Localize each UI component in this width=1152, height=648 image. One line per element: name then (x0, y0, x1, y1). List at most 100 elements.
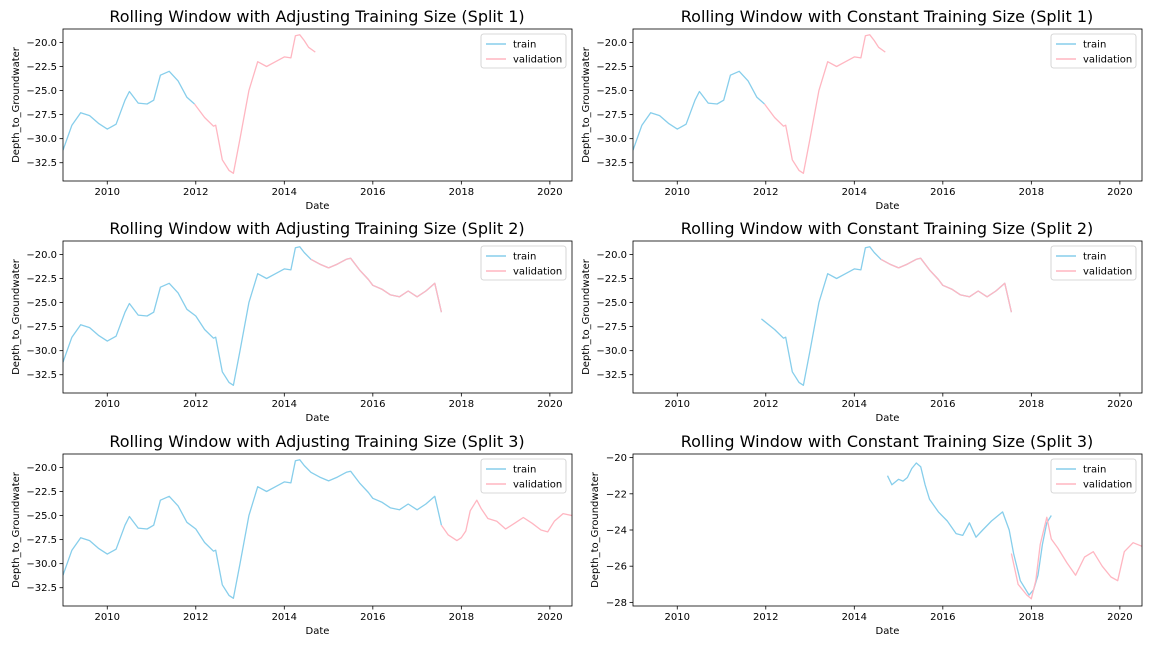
y-tick-label: −30.0 (26, 559, 57, 570)
legend-label-validation: validation (1083, 55, 1132, 66)
x-tick-label: 2020 (537, 612, 562, 623)
x-tick-label: 2012 (753, 399, 778, 410)
y-tick-label: −30.0 (26, 134, 57, 145)
y-tick-label: −30.0 (596, 134, 627, 145)
x-tick-label: 2012 (183, 187, 208, 198)
x-tick-label: 2014 (272, 612, 297, 623)
y-axis-label: Depth_to_Groundwater (11, 258, 22, 375)
x-tick-label: 2010 (95, 399, 120, 410)
y-tick-label: −27.5 (596, 110, 627, 121)
y-tick-label: −32.5 (26, 583, 57, 594)
x-tick-label: 2012 (753, 187, 778, 198)
x-tick-label: 2012 (183, 399, 208, 410)
subplot-5: Rolling Window with Adjusting Training S… (11, 432, 573, 637)
y-axis-label: Depth_to_Groundwater (581, 46, 592, 163)
x-tick-label: 2016 (360, 187, 385, 198)
x-tick-label: 2014 (272, 399, 297, 410)
legend-label-train: train (513, 40, 536, 51)
y-axis-label: Depth_to_Groundwater (581, 258, 592, 375)
axes-frame (62, 28, 573, 182)
legend: train validation (480, 33, 567, 69)
y-axis-label: Depth_to_Groundwater (11, 471, 22, 588)
x-tick-label: 2016 (930, 612, 955, 623)
y-tick-label: −20 (606, 453, 627, 464)
y-tick-label: −22.5 (596, 274, 627, 285)
y-tick-label: −25.0 (26, 298, 57, 309)
validation-series-line (440, 499, 572, 542)
x-tick-label: 2018 (449, 187, 474, 198)
x-tick-label: 2018 (449, 399, 474, 410)
legend: train validation (480, 245, 567, 281)
y-tick-label: −30.0 (26, 346, 57, 357)
y-tick-label: −25.0 (26, 86, 57, 97)
x-tick-label: 2018 (449, 612, 474, 623)
x-tick-label: 2020 (1107, 399, 1132, 410)
subplot-3: Rolling Window with Adjusting Training S… (11, 219, 573, 424)
train-series-line (63, 459, 443, 599)
x-tick-label: 2010 (665, 187, 690, 198)
y-tick-label: −20.0 (596, 250, 627, 261)
x-tick-label: 2018 (1019, 399, 1044, 410)
legend: train validation (1050, 245, 1137, 281)
x-tick-label: 2018 (1019, 612, 1044, 623)
subplot-2: Rolling Window with Constant Training Si… (581, 7, 1143, 212)
legend-label-validation: validation (513, 55, 562, 66)
legend: train validation (1050, 33, 1137, 69)
x-tick-label: 2010 (95, 612, 120, 623)
train-series-line (63, 70, 195, 151)
y-tick-label: −28 (606, 598, 627, 609)
x-tick-label: 2010 (665, 399, 690, 410)
validation-series-line (763, 34, 886, 174)
x-tick-label: 2014 (842, 187, 867, 198)
x-axis-label: Date (306, 626, 330, 637)
subplot-title: Rolling Window with Adjusting Training S… (109, 432, 524, 451)
legend-label-validation: validation (1083, 267, 1132, 278)
y-tick-label: −26 (606, 562, 627, 573)
y-tick-label: −32.5 (596, 158, 627, 169)
y-axis-label: Depth_to_Groundwater (11, 46, 22, 163)
y-axis-label: Depth_to_Groundwater (590, 471, 601, 588)
y-tick-label: −20.0 (26, 463, 57, 474)
y-tick-label: −22.5 (26, 62, 57, 73)
legend-label-train: train (1083, 40, 1106, 51)
y-tick-label: −22.5 (26, 487, 57, 498)
y-tick-label: −32.5 (26, 158, 57, 169)
train-series-line (886, 462, 1052, 596)
subplot-4: Rolling Window with Constant Training Si… (581, 219, 1143, 424)
subplot-title: Rolling Window with Adjusting Training S… (109, 7, 524, 26)
x-tick-label: 2020 (537, 187, 562, 198)
axes-frame (632, 240, 1143, 394)
y-tick-label: −25.0 (596, 298, 627, 309)
y-tick-label: −27.5 (596, 322, 627, 333)
x-tick-label: 2014 (842, 612, 867, 623)
legend-label-train: train (513, 465, 536, 476)
y-tick-label: −25.0 (596, 86, 627, 97)
train-series-line (63, 246, 443, 386)
x-tick-label: 2020 (1107, 612, 1132, 623)
x-axis-label: Date (876, 201, 900, 212)
y-tick-label: −27.5 (26, 110, 57, 121)
x-tick-label: 2014 (842, 399, 867, 410)
x-tick-label: 2018 (1019, 187, 1044, 198)
y-tick-label: −20.0 (26, 38, 57, 49)
x-axis-label: Date (306, 201, 330, 212)
y-tick-label: −32.5 (596, 370, 627, 381)
x-tick-label: 2020 (1107, 187, 1132, 198)
y-tick-label: −32.5 (26, 370, 57, 381)
x-tick-label: 2014 (272, 187, 297, 198)
x-axis-label: Date (876, 413, 900, 424)
subplot-1: Rolling Window with Adjusting Training S… (11, 7, 573, 212)
axes-frame (62, 240, 573, 394)
legend-label-train: train (513, 252, 536, 263)
legend: train validation (480, 458, 567, 494)
x-axis-label: Date (876, 626, 900, 637)
validation-series-line (880, 257, 1013, 313)
legend-label-train: train (1083, 252, 1106, 263)
subplot-title: Rolling Window with Adjusting Training S… (109, 219, 524, 238)
subplot-6: Rolling Window with Constant Training Si… (590, 432, 1143, 637)
y-tick-label: −22.5 (596, 62, 627, 73)
y-tick-label: −20.0 (596, 38, 627, 49)
validation-series-line (193, 34, 316, 174)
x-tick-label: 2020 (537, 399, 562, 410)
